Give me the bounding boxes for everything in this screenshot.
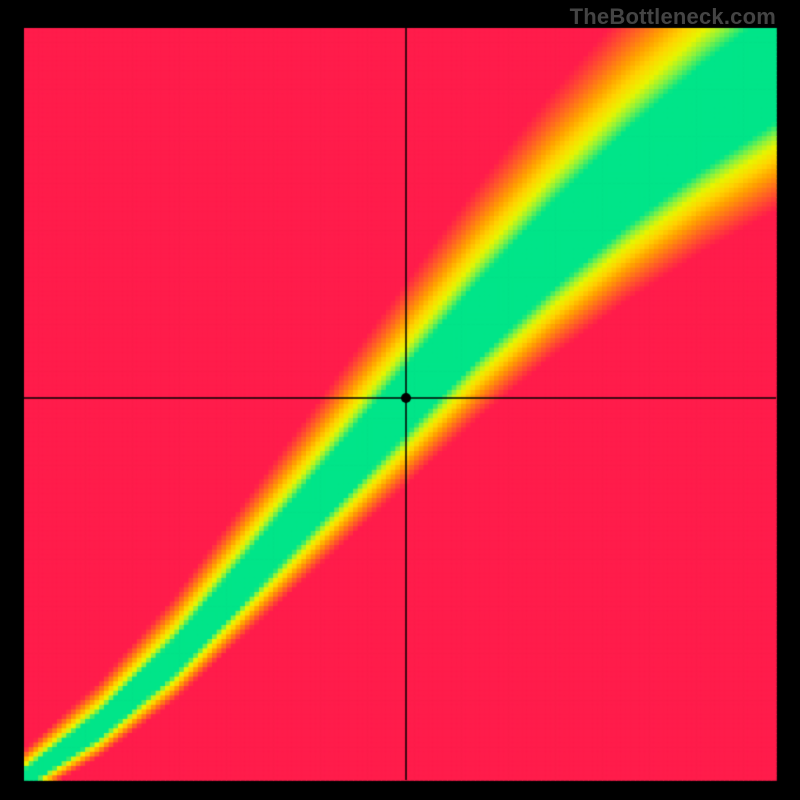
chart-container: TheBottleneck.com [0,0,800,800]
heatmap-canvas [0,0,800,800]
watermark-text: TheBottleneck.com [570,4,776,30]
